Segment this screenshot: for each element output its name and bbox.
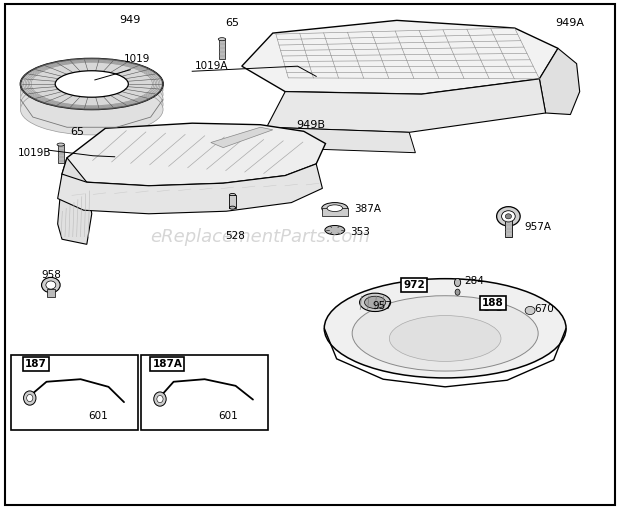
Ellipse shape bbox=[482, 303, 492, 310]
Bar bbox=[58, 145, 64, 163]
Text: 1019B: 1019B bbox=[17, 148, 51, 158]
Polygon shape bbox=[539, 48, 580, 115]
Text: 949B: 949B bbox=[296, 120, 326, 130]
Text: eReplacementParts.com: eReplacementParts.com bbox=[151, 228, 370, 246]
Text: 65: 65 bbox=[70, 127, 84, 137]
Ellipse shape bbox=[20, 59, 163, 109]
Ellipse shape bbox=[360, 293, 391, 312]
Text: 1019A: 1019A bbox=[195, 61, 229, 71]
Polygon shape bbox=[58, 158, 92, 244]
Ellipse shape bbox=[352, 296, 538, 371]
Ellipse shape bbox=[20, 74, 163, 125]
Ellipse shape bbox=[389, 316, 501, 361]
Ellipse shape bbox=[55, 71, 128, 97]
Bar bbox=[322, 208, 348, 216]
Text: 187A: 187A bbox=[153, 359, 182, 369]
Text: 187: 187 bbox=[25, 359, 47, 369]
Bar bbox=[229, 195, 236, 208]
Text: 972: 972 bbox=[403, 280, 425, 290]
Polygon shape bbox=[58, 164, 322, 214]
Ellipse shape bbox=[322, 203, 348, 214]
Text: 958: 958 bbox=[41, 270, 61, 280]
Polygon shape bbox=[267, 127, 415, 153]
Ellipse shape bbox=[27, 394, 33, 402]
Text: 528: 528 bbox=[225, 231, 245, 241]
Text: 670: 670 bbox=[534, 304, 554, 314]
Ellipse shape bbox=[525, 306, 535, 315]
Ellipse shape bbox=[327, 205, 342, 212]
Ellipse shape bbox=[154, 392, 166, 406]
Ellipse shape bbox=[229, 193, 236, 196]
Bar bbox=[11, 355, 138, 430]
Ellipse shape bbox=[20, 59, 163, 109]
Ellipse shape bbox=[454, 278, 461, 287]
Ellipse shape bbox=[57, 143, 64, 146]
Ellipse shape bbox=[497, 207, 520, 226]
Ellipse shape bbox=[157, 395, 163, 403]
Polygon shape bbox=[267, 79, 546, 132]
Ellipse shape bbox=[24, 391, 36, 405]
Bar bbox=[219, 39, 225, 59]
Text: 1019: 1019 bbox=[124, 53, 151, 64]
Bar bbox=[141, 355, 268, 430]
Text: 353: 353 bbox=[350, 227, 370, 237]
Ellipse shape bbox=[505, 214, 511, 219]
Text: 601: 601 bbox=[218, 411, 238, 421]
Text: 957: 957 bbox=[372, 301, 392, 312]
Ellipse shape bbox=[20, 69, 163, 120]
Polygon shape bbox=[62, 123, 326, 186]
Text: 949: 949 bbox=[120, 15, 141, 25]
Text: 601: 601 bbox=[88, 411, 108, 421]
Ellipse shape bbox=[218, 38, 226, 41]
Ellipse shape bbox=[20, 84, 163, 135]
Bar bbox=[505, 216, 512, 237]
Ellipse shape bbox=[365, 296, 386, 308]
Bar bbox=[47, 289, 55, 297]
Ellipse shape bbox=[495, 305, 503, 310]
Ellipse shape bbox=[46, 281, 56, 289]
Polygon shape bbox=[211, 127, 273, 148]
Ellipse shape bbox=[455, 289, 460, 295]
Ellipse shape bbox=[42, 277, 60, 293]
Ellipse shape bbox=[229, 206, 236, 209]
Text: 188: 188 bbox=[482, 298, 504, 308]
Text: 957A: 957A bbox=[524, 221, 551, 232]
Ellipse shape bbox=[324, 279, 566, 378]
Text: 284: 284 bbox=[464, 276, 484, 286]
Ellipse shape bbox=[20, 79, 163, 130]
Polygon shape bbox=[242, 20, 558, 94]
Ellipse shape bbox=[20, 64, 163, 115]
Text: 949A: 949A bbox=[555, 18, 584, 28]
Text: 65: 65 bbox=[225, 18, 239, 28]
Ellipse shape bbox=[502, 211, 515, 222]
Ellipse shape bbox=[325, 225, 345, 235]
Text: 387A: 387A bbox=[355, 204, 382, 214]
